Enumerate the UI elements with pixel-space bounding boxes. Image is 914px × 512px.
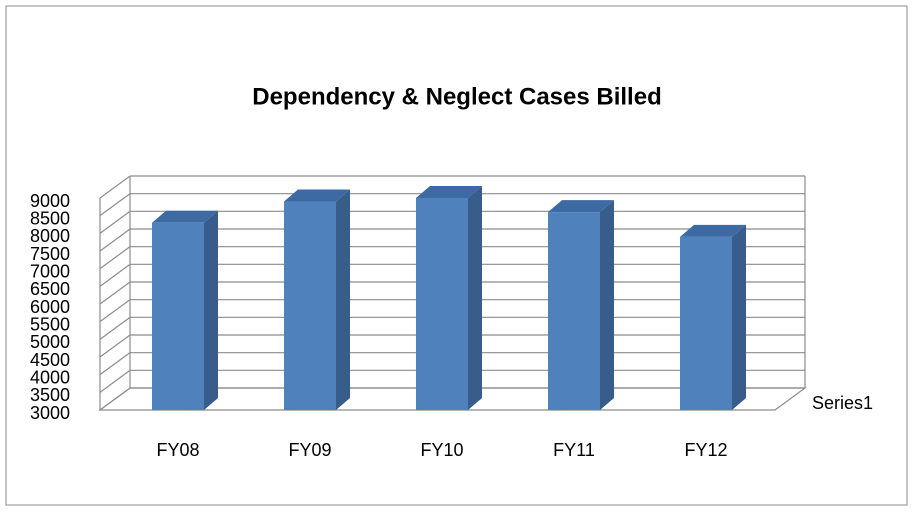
grid-line [99, 334, 131, 358]
y-tick-label: 7000 [30, 261, 70, 281]
bar-top [680, 224, 746, 237]
bar-side [204, 210, 218, 410]
grid-line [99, 263, 131, 287]
grid-line [99, 210, 131, 234]
y-tick-label: 8500 [30, 208, 70, 228]
x-tick-label: FY10 [420, 440, 463, 460]
bar [548, 212, 600, 410]
x-tick-label: FY12 [684, 440, 727, 460]
bar-side [732, 224, 746, 410]
bar-side [468, 186, 482, 410]
y-tick-label: 7500 [30, 244, 70, 264]
bar [416, 198, 468, 410]
grid-line [99, 193, 131, 217]
y-tick-label: 6500 [30, 279, 70, 299]
y-tick-label: 8000 [30, 226, 70, 246]
y-tick-label: 3000 [30, 403, 70, 423]
bar-top [416, 186, 482, 198]
grid-line [99, 228, 131, 252]
grid-line [99, 281, 131, 305]
grid-line [99, 299, 131, 323]
grid-line [99, 369, 131, 393]
bar-side [336, 189, 350, 410]
y-tick-label: 3500 [30, 385, 70, 405]
bar [680, 236, 732, 410]
legend-label: Series1 [812, 393, 873, 413]
y-tick-label: 4500 [30, 350, 70, 370]
grid-line [99, 316, 131, 340]
x-tick-label: FY11 [553, 440, 595, 460]
bar-top [548, 200, 614, 213]
grid-line [99, 387, 131, 411]
grid-line [99, 246, 131, 270]
chart-title: Dependency & Neglect Cases Billed [252, 83, 661, 110]
y-tick-label: 5000 [30, 332, 70, 352]
y-tick-label: 5500 [30, 314, 70, 334]
x-tick-label: FY09 [288, 440, 331, 460]
bar-top [284, 189, 350, 202]
grid-line [99, 175, 131, 199]
bar [152, 222, 204, 410]
bar-side [600, 200, 614, 410]
bar-top [152, 210, 218, 223]
y-tick-label: 4000 [30, 367, 70, 387]
x-tick-label: FY08 [156, 440, 199, 460]
bar [284, 201, 336, 410]
grid-line [99, 352, 131, 376]
y-tick-label: 6000 [30, 297, 70, 317]
y-tick-label: 9000 [30, 191, 70, 211]
